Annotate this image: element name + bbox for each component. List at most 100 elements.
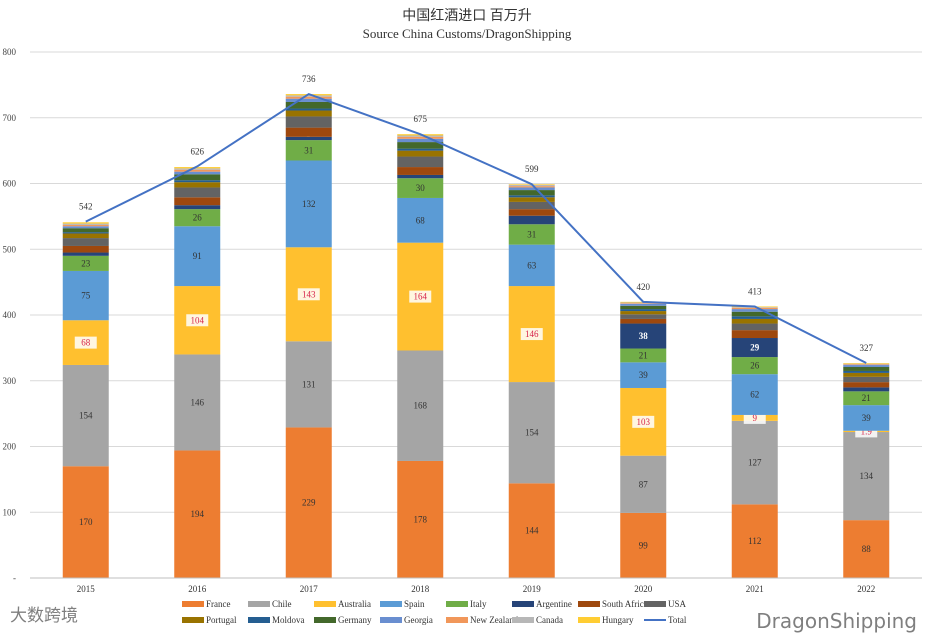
x-tick-label: 2015 xyxy=(77,584,96,594)
legend-label: Georgia xyxy=(404,615,433,625)
legend-swatch xyxy=(182,617,204,623)
legend-label: Chile xyxy=(272,599,292,609)
legend-label: South Africa xyxy=(602,599,648,609)
data-label: 112 xyxy=(748,536,761,546)
bar-segment-south-africa xyxy=(174,197,221,206)
data-label: 87 xyxy=(639,479,649,489)
bar-segment-south-africa xyxy=(62,245,109,253)
data-label: 1.9 xyxy=(861,426,873,436)
bar-segment-portugal xyxy=(285,110,332,117)
bar-segment-germany xyxy=(174,174,221,181)
bar-segment-georgia xyxy=(174,171,221,175)
label-box xyxy=(409,290,432,303)
y-tick-label: 100 xyxy=(3,507,17,517)
data-label: 39 xyxy=(639,370,649,380)
legend-item: New Zealand xyxy=(446,615,519,625)
bar-segment-chile xyxy=(620,455,667,513)
data-label: 170 xyxy=(79,517,93,527)
legend-item: Hungary xyxy=(578,615,634,625)
data-label: 26 xyxy=(193,213,203,223)
bar-segment-usa xyxy=(508,201,555,210)
data-label: 38 xyxy=(639,331,649,341)
legend-item: Germany xyxy=(314,615,372,625)
bar-segment-moldova xyxy=(285,108,332,111)
bar-segment-usa xyxy=(397,156,444,168)
data-label: 21 xyxy=(639,350,648,360)
bar-segment-italy xyxy=(843,391,890,406)
bar-segment-georgia xyxy=(62,226,109,229)
bar-segment-usa xyxy=(731,323,778,331)
bar-segment-spain xyxy=(843,405,890,431)
total-label: 599 xyxy=(525,164,539,174)
bar-segment-chile xyxy=(731,420,778,505)
legend-label: USA xyxy=(668,599,687,609)
legend-label: Total xyxy=(668,615,687,625)
bar-segment-chile xyxy=(62,364,109,467)
bar-segment-argentine xyxy=(285,136,332,141)
legend-label: Australia xyxy=(338,599,371,609)
total-label: 542 xyxy=(79,202,93,212)
data-label: 131 xyxy=(302,379,316,389)
y-tick-label: 700 xyxy=(3,113,17,123)
bar-segment-argentine xyxy=(508,215,555,225)
legend-swatch xyxy=(446,617,468,623)
legend-swatch xyxy=(314,617,336,623)
bar-segment-germany xyxy=(731,311,778,317)
bar-segment-italy xyxy=(620,348,667,363)
legend-item: Moldova xyxy=(248,615,305,625)
bar-segment-georgia xyxy=(508,187,555,191)
y-tick-label: 300 xyxy=(3,376,17,386)
total-label: 736 xyxy=(302,74,316,84)
data-label: 75 xyxy=(81,291,91,301)
total-label: 675 xyxy=(414,114,428,124)
chart-title: 中国红酒进口 百万升 xyxy=(402,8,532,24)
data-label: 146 xyxy=(525,329,539,339)
legend-swatch xyxy=(446,601,468,607)
legend-label: Hungary xyxy=(602,615,634,625)
legend-label: New Zealand xyxy=(470,615,519,625)
bar-segment-new-zealand xyxy=(285,96,332,99)
data-label: 23 xyxy=(81,258,91,268)
bar-segment-spain xyxy=(397,197,444,243)
legend-item: France xyxy=(182,599,231,609)
bar-segment-canada xyxy=(174,168,221,170)
data-label: 134 xyxy=(860,471,874,481)
legend-swatch xyxy=(380,601,402,607)
label-box xyxy=(74,336,97,349)
data-label: 143 xyxy=(302,289,316,299)
total-label: 413 xyxy=(748,286,762,296)
bar-segment-new-zealand xyxy=(397,136,444,139)
legend-item: South Africa xyxy=(578,599,648,609)
bar-segment-france xyxy=(174,450,221,578)
legend-swatch xyxy=(512,617,534,623)
bar-segment-moldova xyxy=(620,309,667,312)
bar-segment-canada xyxy=(285,95,332,97)
bar-segment-moldova xyxy=(508,195,555,198)
y-tick-label: - xyxy=(13,573,16,583)
bar-segment-portugal xyxy=(397,150,444,157)
data-label: 63 xyxy=(527,260,537,270)
legend-label: Canada xyxy=(536,615,563,625)
bar-segment-italy xyxy=(508,224,555,245)
bar-segment-new-zealand xyxy=(174,169,221,172)
legend-label: Germany xyxy=(338,615,372,625)
bar-segment-chile xyxy=(508,382,555,484)
total-label: 420 xyxy=(637,282,651,292)
bar-segment-france xyxy=(508,483,555,578)
bar-segment-moldova xyxy=(62,232,109,234)
y-tick-label: 400 xyxy=(3,310,17,320)
x-tick-label: 2018 xyxy=(411,584,430,594)
legend-swatch xyxy=(512,601,534,607)
bar-segment-germany xyxy=(285,101,332,109)
bar-segment-spain xyxy=(174,226,221,287)
bar-segment-new-zealand xyxy=(620,303,667,304)
bar-segment-moldova xyxy=(731,316,778,319)
chart-subtitle: Source China Customs/DragonShipping xyxy=(363,26,572,41)
x-tick-label: 2019 xyxy=(523,584,542,594)
bar-segment-moldova xyxy=(397,148,444,151)
bar-segment-spain xyxy=(508,244,555,287)
data-label: 91 xyxy=(193,251,202,261)
bar-segment-france xyxy=(843,520,890,578)
total-label: 327 xyxy=(860,343,874,353)
legend-swatch xyxy=(248,617,270,623)
